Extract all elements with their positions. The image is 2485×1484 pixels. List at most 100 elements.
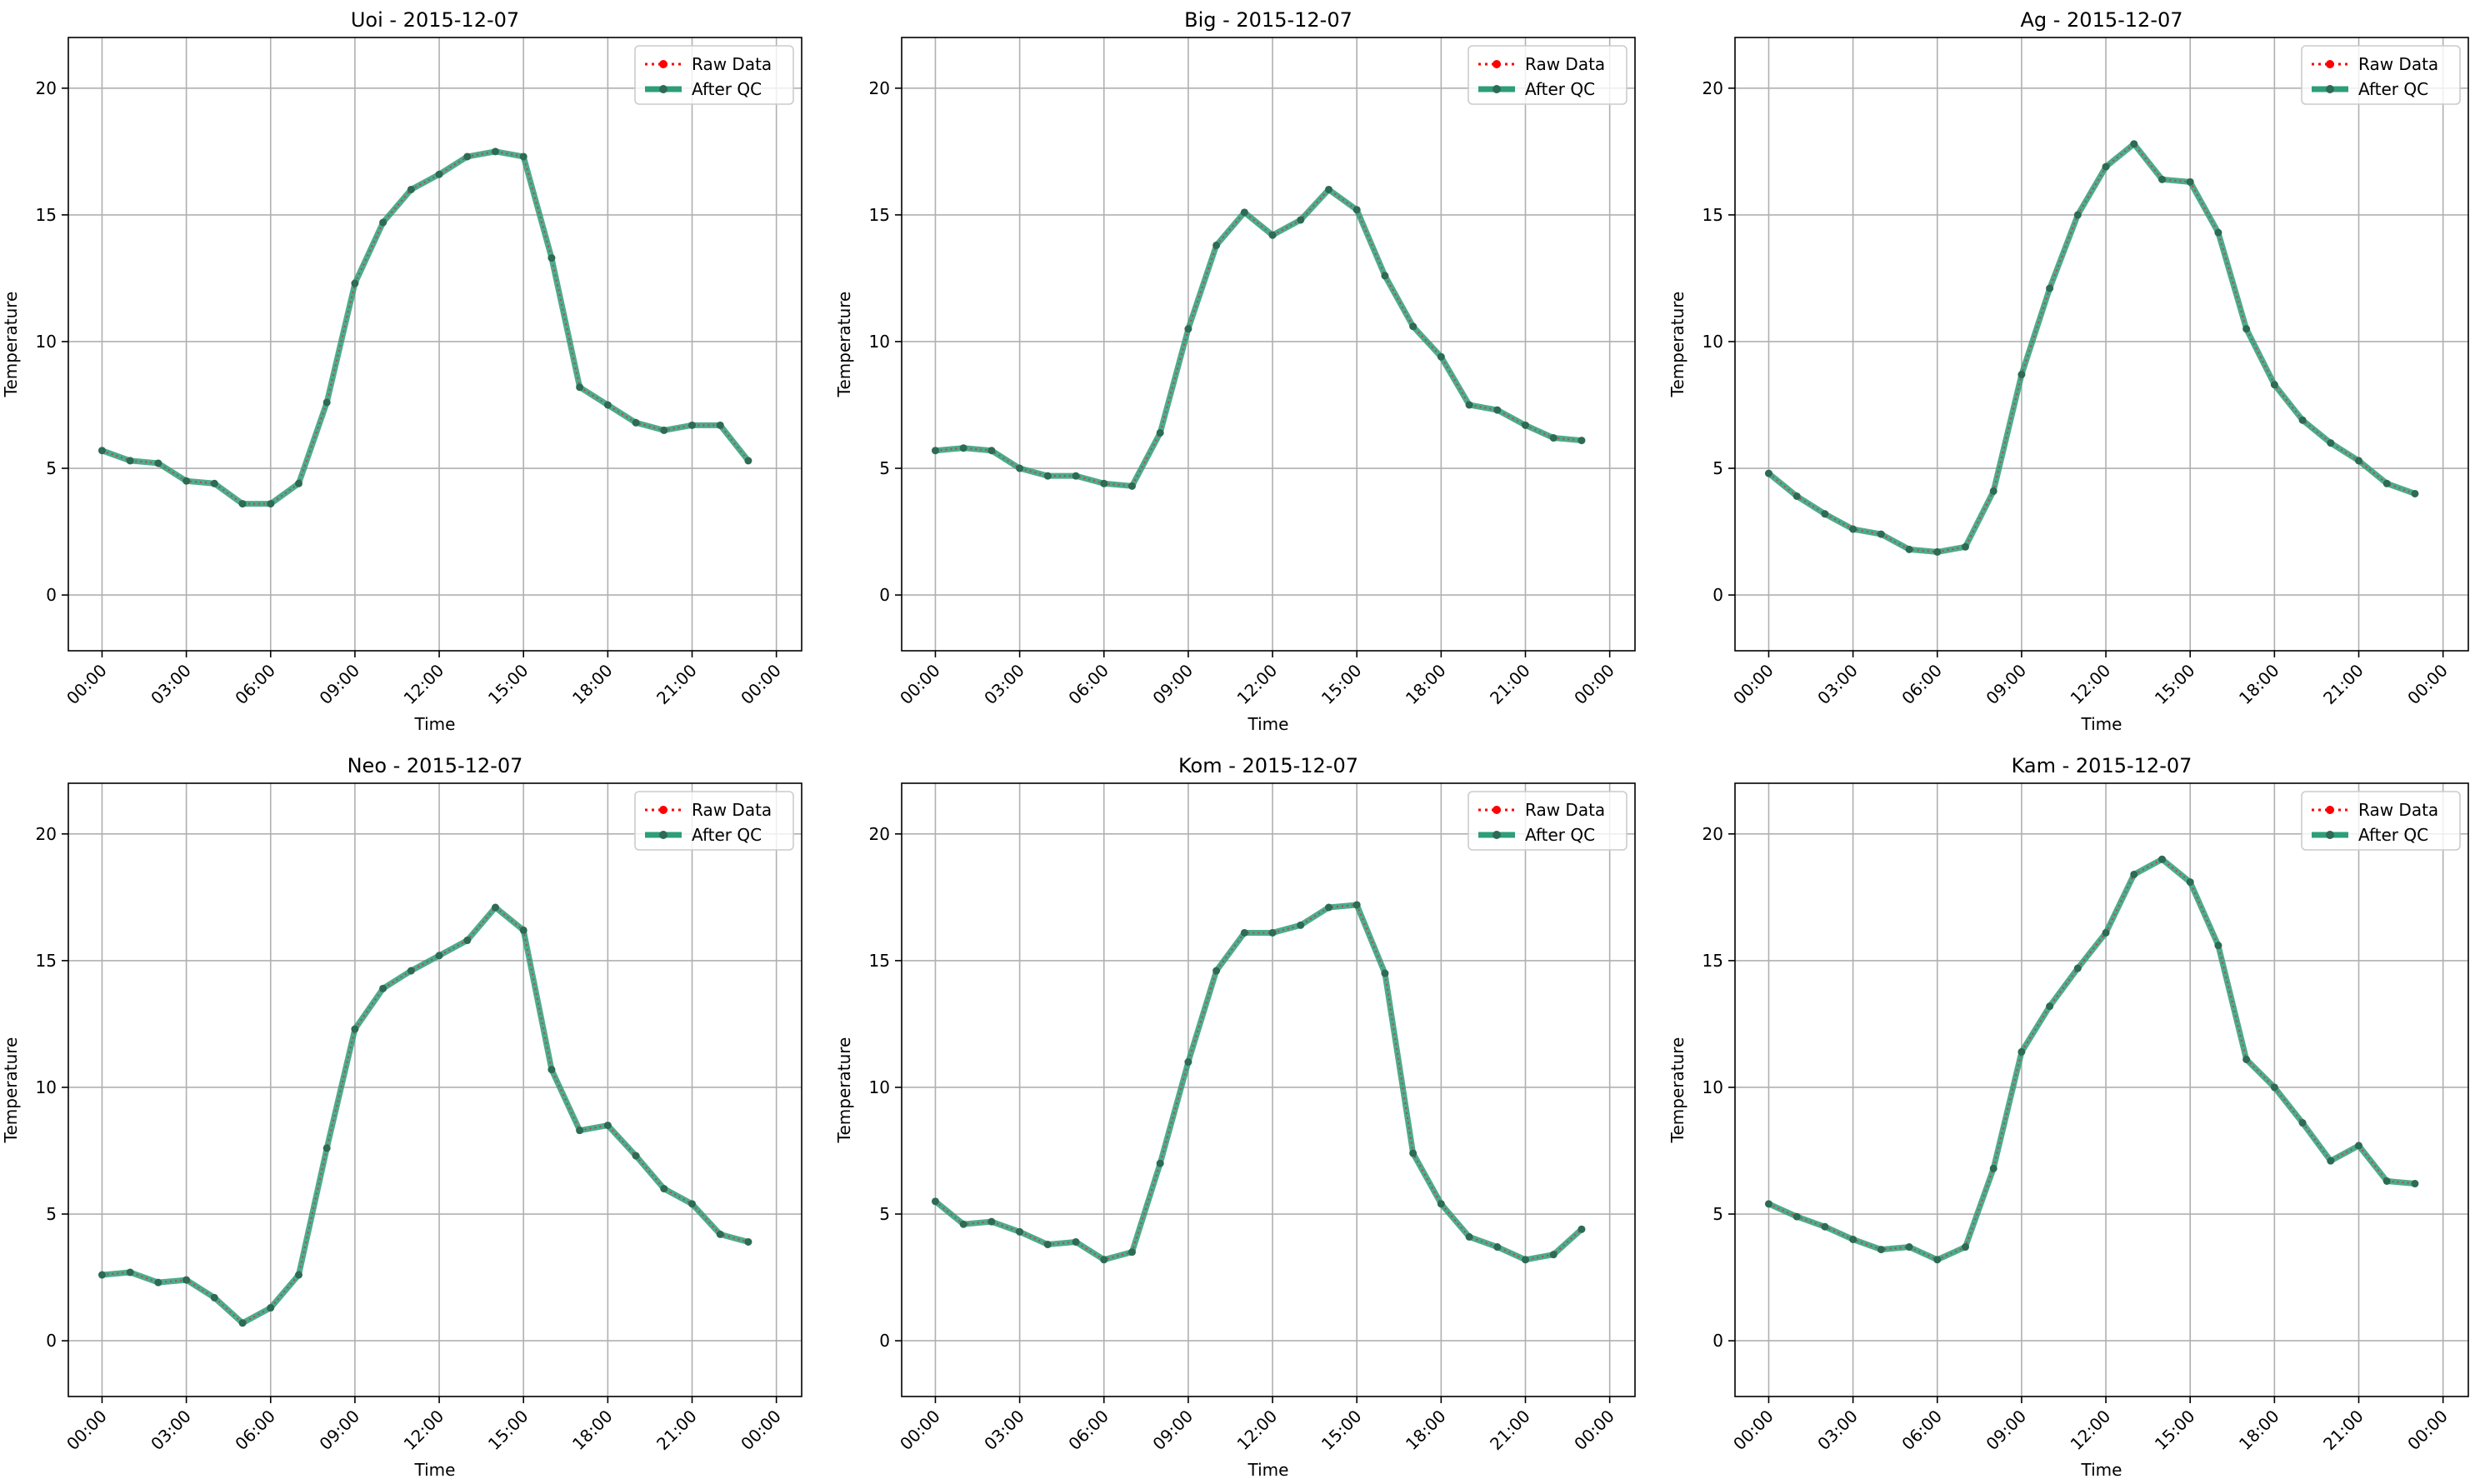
x-tick-label: 03:00 xyxy=(1813,1406,1862,1454)
x-tick-label: 00:00 xyxy=(896,1406,944,1454)
data-point xyxy=(2327,1157,2335,1165)
data-point xyxy=(1043,1241,1052,1249)
plot-frame xyxy=(901,37,1636,652)
data-point xyxy=(688,421,697,429)
y-axis-label: Temperature xyxy=(1668,292,1688,398)
data-point xyxy=(632,1152,640,1160)
data-point xyxy=(1240,208,1248,217)
series-line-raw-data xyxy=(102,150,749,505)
data-point xyxy=(603,1122,612,1130)
data-point xyxy=(1100,479,1108,487)
data-point xyxy=(1297,921,1305,929)
data-point xyxy=(1212,967,1221,975)
x-axis-label: Time xyxy=(1248,1460,1289,1480)
y-tick-label: 15 xyxy=(36,951,57,971)
legend-marker-after-qc xyxy=(2326,831,2334,839)
data-point xyxy=(351,279,359,287)
y-tick-label: 20 xyxy=(1702,78,1723,98)
data-point xyxy=(1792,492,1801,500)
x-tick-label: 03:00 xyxy=(147,660,195,708)
data-point xyxy=(2018,370,2026,378)
data-point xyxy=(154,459,162,467)
data-point xyxy=(322,1144,331,1152)
x-tick-label: 12:00 xyxy=(2067,660,2115,708)
legend: Raw Data After QC xyxy=(2301,45,2461,105)
legend: Raw Data After QC xyxy=(634,791,794,851)
y-axis-label: Temperature xyxy=(1668,1037,1688,1144)
data-point xyxy=(2242,1056,2251,1064)
data-point xyxy=(1409,1149,1418,1157)
x-tick-label: 21:00 xyxy=(652,1406,701,1454)
data-point xyxy=(2046,284,2054,292)
data-point xyxy=(98,447,106,455)
series-line-after-qc xyxy=(98,904,752,1327)
y-tick-label: 15 xyxy=(1702,951,1723,971)
data-point xyxy=(931,1197,939,1206)
data-point xyxy=(2355,457,2363,465)
legend-marker-after-qc xyxy=(1492,85,1501,93)
data-point xyxy=(2102,162,2110,171)
data-point xyxy=(988,447,996,455)
data-point xyxy=(2186,878,2194,887)
x-tick-label: 12:00 xyxy=(1233,1406,1282,1454)
data-point xyxy=(1128,482,1136,490)
data-point xyxy=(1437,1200,1445,1208)
y-axis-label: Temperature xyxy=(1,292,21,398)
x-tick-label: 00:00 xyxy=(1729,660,1778,708)
legend-label-after-qc: After QC xyxy=(1525,79,1595,99)
data-point xyxy=(1043,472,1052,480)
x-tick-label: 06:00 xyxy=(1064,660,1112,708)
data-point xyxy=(435,952,443,960)
y-tick-label: 5 xyxy=(46,1204,57,1224)
x-tick-label: 15:00 xyxy=(2151,660,2199,708)
data-point xyxy=(1522,1256,1530,1264)
data-point xyxy=(182,477,191,485)
legend-label-after-qc: After QC xyxy=(1525,825,1595,845)
y-tick-label: 15 xyxy=(1702,205,1723,225)
chart-panel: 00:00 03:00 06:00 09:00 12:00 15:00 18:00 21:00… xyxy=(1668,8,2469,734)
data-point xyxy=(519,926,528,934)
data-point xyxy=(1877,1246,1885,1254)
plot-frame xyxy=(68,37,802,652)
y-tick-label: 15 xyxy=(36,205,57,225)
data-point xyxy=(491,903,499,912)
data-point xyxy=(1156,428,1164,437)
x-tick-label: 18:00 xyxy=(568,660,617,708)
data-point xyxy=(1324,185,1332,193)
y-tick-label: 5 xyxy=(879,1204,890,1224)
y-axis-label: Temperature xyxy=(1,1037,21,1144)
x-axis-label: Time xyxy=(2081,1460,2122,1480)
x-tick-label: 09:00 xyxy=(315,660,363,708)
legend-label-raw-data: Raw Data xyxy=(1525,54,1605,74)
data-point xyxy=(1764,1200,1772,1208)
x-tick-label: 00:00 xyxy=(1570,660,1618,708)
data-point xyxy=(1240,928,1248,937)
data-point xyxy=(1465,401,1473,409)
data-point xyxy=(716,421,724,429)
data-point xyxy=(463,937,472,945)
chart-title: Neo - 2015-12-07 xyxy=(348,754,523,777)
x-tick-label: 21:00 xyxy=(2319,1406,2368,1454)
data-point xyxy=(2073,211,2082,219)
data-point xyxy=(931,447,939,455)
data-point xyxy=(2046,1002,2054,1011)
data-point xyxy=(1549,1251,1558,1259)
x-tick-label: 03:00 xyxy=(147,1406,195,1454)
data-point xyxy=(1352,206,1361,214)
y-axis-label: Temperature xyxy=(834,292,854,398)
legend-label-after-qc: After QC xyxy=(2358,79,2428,99)
data-point xyxy=(1100,1256,1108,1264)
data-point xyxy=(463,152,472,161)
data-point xyxy=(1493,1243,1502,1252)
plot-frame xyxy=(1734,782,2469,1397)
x-tick-label: 00:00 xyxy=(1570,1406,1618,1454)
data-point xyxy=(1933,1256,1942,1264)
y-axis-label: Temperature xyxy=(834,1037,854,1144)
data-point xyxy=(1297,216,1305,224)
plot-frame xyxy=(68,782,802,1397)
legend-marker-raw-data xyxy=(2326,60,2334,68)
x-tick-label: 12:00 xyxy=(1233,660,1282,708)
data-point xyxy=(491,147,499,156)
data-point xyxy=(660,426,668,434)
data-point xyxy=(1905,545,1913,553)
